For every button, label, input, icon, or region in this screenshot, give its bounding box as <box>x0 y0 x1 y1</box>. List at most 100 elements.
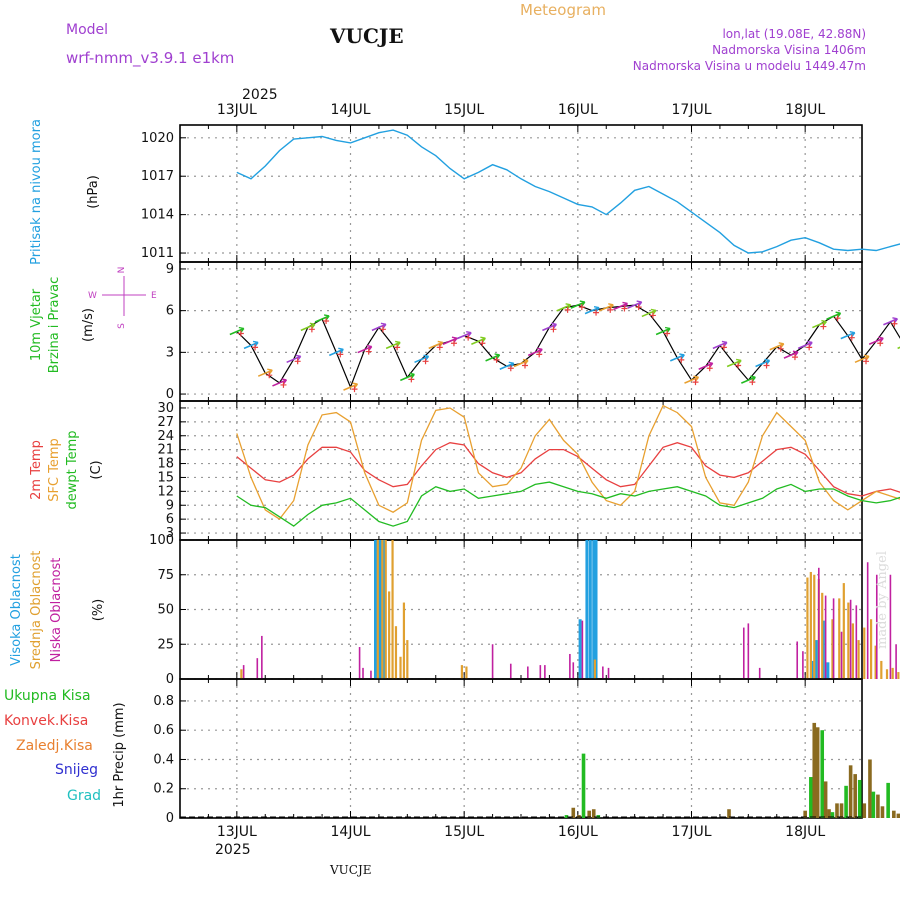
precip-bar <box>564 815 569 818</box>
y-tick-label: 1014 <box>141 208 174 223</box>
y-tick-label: 25 <box>157 637 174 652</box>
mid-cloud-bar <box>376 540 379 679</box>
low-cloud-bar <box>607 667 610 679</box>
pressure-line <box>236 129 900 254</box>
low-cloud-bar <box>572 662 575 679</box>
low-cloud-bar <box>818 567 820 679</box>
low-cloud-bar <box>362 667 364 679</box>
panel-frame <box>179 678 863 819</box>
legend-freezing-rain: Zaledj.Kisa <box>16 738 93 754</box>
wind-arrow <box>257 369 273 377</box>
y-tick-label: 0.2 <box>153 782 174 797</box>
credit-watermark: made by Angel <box>875 551 890 649</box>
wind-gust-marker <box>863 358 869 365</box>
compass-south: S <box>117 323 127 329</box>
low-cloud-bar <box>261 635 263 679</box>
precip-bar <box>823 781 828 818</box>
wind-gust-marker <box>635 304 642 311</box>
product-title: Meteogram <box>520 1 606 19</box>
temp2m-title: 2m Temp <box>29 440 44 500</box>
wind-arrow <box>669 354 685 362</box>
mid-cloud-bar <box>838 598 841 679</box>
top-day-label: 17JUL <box>672 102 712 118</box>
low-cloud-bar <box>569 653 571 679</box>
wind-gust-marker <box>308 326 315 333</box>
panel-frame <box>179 124 863 263</box>
wind-arrow <box>712 341 728 350</box>
mid-cloud-bar <box>885 669 889 679</box>
wind-gust-marker <box>237 330 244 337</box>
precip-bar <box>830 812 835 818</box>
wind-arrow <box>741 376 756 384</box>
precip-bar <box>727 809 731 818</box>
y-tick-label: 0.8 <box>153 694 174 709</box>
y-tick-label: 12 <box>157 484 174 499</box>
precip-bar <box>591 809 596 818</box>
wind-gust-marker <box>365 348 372 355</box>
wind-gust-marker <box>607 306 614 313</box>
mid-cloud-bar <box>813 574 816 679</box>
wind-gust-marker <box>649 312 656 319</box>
legend-snow: Snijeg <box>55 762 98 778</box>
wind-arrow <box>414 355 429 364</box>
bottom-day-label: 13JUL <box>217 824 257 840</box>
station-title: VUCJE <box>329 24 404 48</box>
low-cloud-bar <box>491 644 494 679</box>
mid-cloud-bar <box>399 656 402 679</box>
precip-bar <box>871 791 876 818</box>
panel-frame <box>179 539 863 680</box>
low-cloud-bar <box>849 599 852 679</box>
high-cloud-title: Visoka Oblacnost <box>9 554 24 666</box>
precip-bar <box>848 765 853 818</box>
wind-gust-marker <box>820 323 827 330</box>
wind-arrow <box>357 345 373 354</box>
mid-cloud-bar <box>806 577 809 679</box>
wind-arrow <box>527 348 543 357</box>
low-cloud-bar <box>742 627 745 679</box>
low-cloud-title: Niska Oblacnost <box>49 558 64 663</box>
wind-arrow <box>229 327 245 336</box>
wind-gust-marker <box>564 306 571 313</box>
y-tick-label: 30 <box>157 401 174 416</box>
y-tick-label: 0.6 <box>153 723 174 738</box>
temp-unit: (C) <box>89 460 104 479</box>
high-cloud-bar <box>594 540 598 679</box>
compass-east: E <box>151 291 157 301</box>
dewpt-title: dewpt Temp <box>65 430 80 509</box>
y-tick-label: 6 <box>166 304 174 319</box>
pressure-panel: 1011 1014 1017 1020 <box>141 124 900 263</box>
wind-gust-marker <box>763 362 770 369</box>
precip-bar <box>868 759 872 818</box>
precip-bar <box>809 777 813 818</box>
low-cloud-bar <box>875 574 878 679</box>
bottom-day-label: 16JUL <box>558 824 598 840</box>
wind-gust-marker <box>280 381 287 388</box>
precip-bar <box>862 803 867 818</box>
precip-bar <box>820 730 825 818</box>
wind-gust-marker <box>337 351 344 358</box>
low-cloud-bar <box>370 670 372 679</box>
mid-cloud-bar <box>891 667 894 679</box>
mid-cloud-bar <box>857 640 860 679</box>
high-cloud-bar <box>381 540 385 679</box>
low-cloud-bar <box>796 641 799 679</box>
wind-arrow <box>272 379 287 387</box>
wind-arrow <box>840 331 856 340</box>
high-cloud-bar <box>378 540 382 679</box>
wind-arrow <box>314 315 330 323</box>
precip-bar <box>886 782 890 818</box>
wind-arrow <box>343 383 358 391</box>
precip-bar <box>815 727 820 818</box>
wind-arrow <box>499 362 515 370</box>
wind-panel: 0 3 6 9 <box>166 261 900 402</box>
wind-gust-marker <box>394 344 401 351</box>
elevation-label: Nadmorska Visina 1406m <box>712 43 866 57</box>
pressure-title: Pritisak na nivou mora <box>29 119 44 265</box>
precip-bar <box>581 753 586 818</box>
low-cloud-bar <box>602 666 604 679</box>
precip-bar <box>892 810 896 818</box>
wind-gust-marker <box>266 372 273 379</box>
footer-station: VUCJE <box>329 863 372 877</box>
y-tick-label: 0 <box>166 387 174 402</box>
